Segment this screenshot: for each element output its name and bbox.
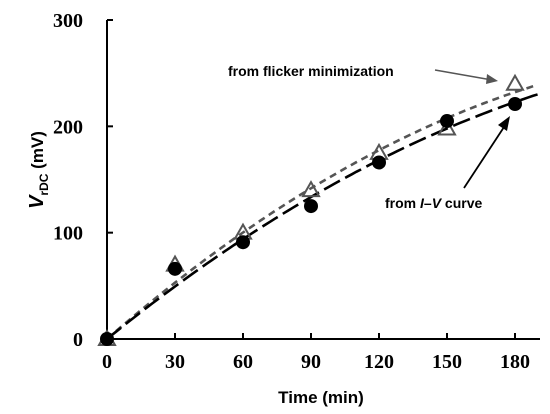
marker-flicker-point <box>301 180 321 198</box>
marker-iv-point <box>236 235 250 250</box>
annotation-arrows <box>434 69 510 189</box>
labels: Time (min) VrDC (mV) from flicker minimi… <box>26 63 482 407</box>
x-tick-label: 180 <box>500 351 530 373</box>
arrow-iv <box>463 123 507 189</box>
data-points <box>97 73 525 346</box>
y-tick-label: 300 <box>53 10 83 32</box>
x-axis-label: Time (min) <box>278 388 364 407</box>
arrow-flicker <box>434 69 493 81</box>
fit-curve-flicker <box>106 83 539 340</box>
x-tick-label: 120 <box>364 351 394 373</box>
x-tick-label: 150 <box>432 351 462 373</box>
arrow-iv-head <box>498 116 510 131</box>
marker-flicker-point <box>505 73 525 91</box>
arrow-flicker-head <box>486 74 498 84</box>
marker-flicker-point <box>437 118 457 136</box>
annotation-iv: from I–V curve <box>385 195 482 211</box>
annotation-flicker: from flicker minimization <box>228 63 394 79</box>
y-axis-label-main: V <box>26 194 48 209</box>
y-axis-label-subscript: rDC <box>37 173 51 195</box>
annotation-iv-pre: from <box>385 195 420 211</box>
fit-curve-iv <box>106 93 539 341</box>
y-tick-label: 200 <box>53 116 83 138</box>
axes: 0 100 200 300 0 30 60 90 120 150 180 <box>53 10 540 373</box>
marker-iv-point <box>304 199 318 214</box>
marker-iv-point <box>100 332 114 346</box>
y-axis-label-unit: (mV) <box>28 131 47 174</box>
x-tick-label: 60 <box>233 351 253 373</box>
y-tick-label: 100 <box>53 223 83 245</box>
y-axis-label: VrDC (mV) <box>26 131 51 209</box>
annotation-iv-dash: – <box>424 195 432 211</box>
annotation-iv-italic1: I <box>420 195 425 211</box>
x-tick-label: 0 <box>102 351 112 373</box>
y-tick-label: 0 <box>73 329 83 351</box>
marker-iv-point <box>372 155 386 170</box>
annotation-iv-post: curve <box>441 195 482 211</box>
marker-iv-point <box>440 114 454 129</box>
x-tick-label: 30 <box>165 351 185 373</box>
annotation-iv-italic2: V <box>432 195 443 211</box>
marker-iv-point <box>168 261 182 276</box>
x-tick-label: 90 <box>301 351 321 373</box>
fit-curves <box>106 83 539 341</box>
marker-iv-point <box>508 97 522 112</box>
